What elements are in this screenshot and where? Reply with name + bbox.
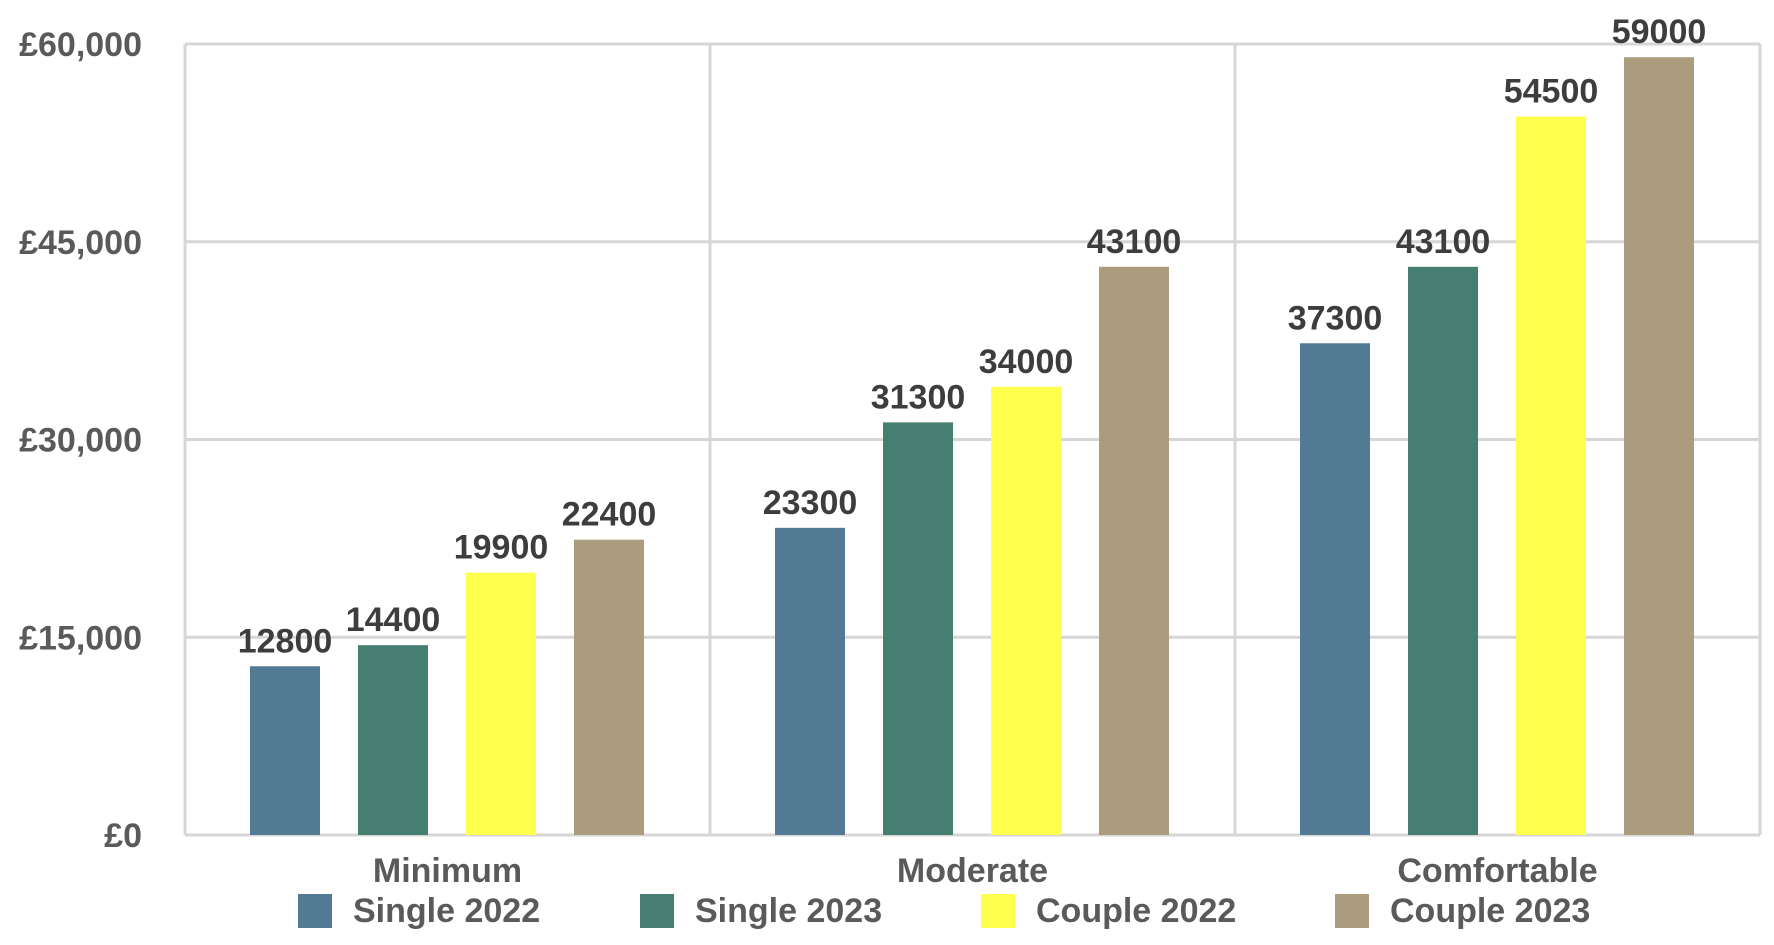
legend-swatch: [1335, 894, 1369, 928]
legend-swatch: [298, 894, 332, 928]
data-labels: 12800 14400 19900 22400 23300 31300 34000 43100…: [238, 13, 1707, 660]
bar: [574, 539, 644, 835]
data-label: 19900: [454, 529, 549, 567]
bar: [1624, 57, 1694, 835]
y-tick-label: £15,000: [19, 619, 142, 657]
bar: [991, 386, 1061, 835]
x-axis: Minimum Moderate Comfortable: [373, 852, 1598, 890]
x-tick-label: Comfortable: [1397, 852, 1597, 890]
grid-lines: [183, 42, 1762, 837]
data-label: 34000: [979, 343, 1074, 381]
legend-label: Couple 2023: [1390, 892, 1590, 930]
data-label: 37300: [1288, 299, 1383, 337]
data-label: 22400: [562, 496, 657, 534]
data-label: 43100: [1396, 223, 1491, 261]
bar: [883, 422, 953, 835]
bar: [775, 527, 845, 835]
data-label: 23300: [763, 484, 858, 522]
y-tick-label: £45,000: [19, 224, 142, 262]
data-label: 31300: [871, 378, 966, 416]
data-label: 14400: [346, 601, 441, 639]
y-tick-label: £60,000: [19, 26, 142, 64]
bar: [358, 645, 428, 835]
bar: [1099, 266, 1169, 835]
legend-label: Single 2022: [353, 892, 540, 930]
x-tick-label: Minimum: [373, 852, 522, 890]
data-label: 12800: [238, 622, 333, 660]
bars: [250, 57, 1694, 836]
legend-label: Couple 2022: [1036, 892, 1236, 930]
data-label: 54500: [1504, 73, 1599, 111]
bar: [1516, 116, 1586, 836]
legend-swatch: [640, 894, 674, 928]
bar: [1300, 343, 1370, 835]
y-axis: £0 £15,000 £30,000 £45,000 £60,000: [19, 26, 142, 855]
data-label: 59000: [1612, 13, 1707, 51]
legend-swatch: [981, 894, 1015, 928]
x-tick-label: Moderate: [897, 852, 1048, 890]
legend: Single 2022 Single 2023 Couple 2022 Couple …: [298, 892, 1590, 930]
y-tick-label: £30,000: [19, 422, 142, 460]
y-tick-label: £0: [104, 817, 142, 855]
bar: [466, 572, 536, 835]
bar: [250, 666, 320, 835]
data-label: 43100: [1087, 223, 1182, 261]
legend-label: Single 2023: [695, 892, 882, 930]
bar: [1408, 266, 1478, 835]
